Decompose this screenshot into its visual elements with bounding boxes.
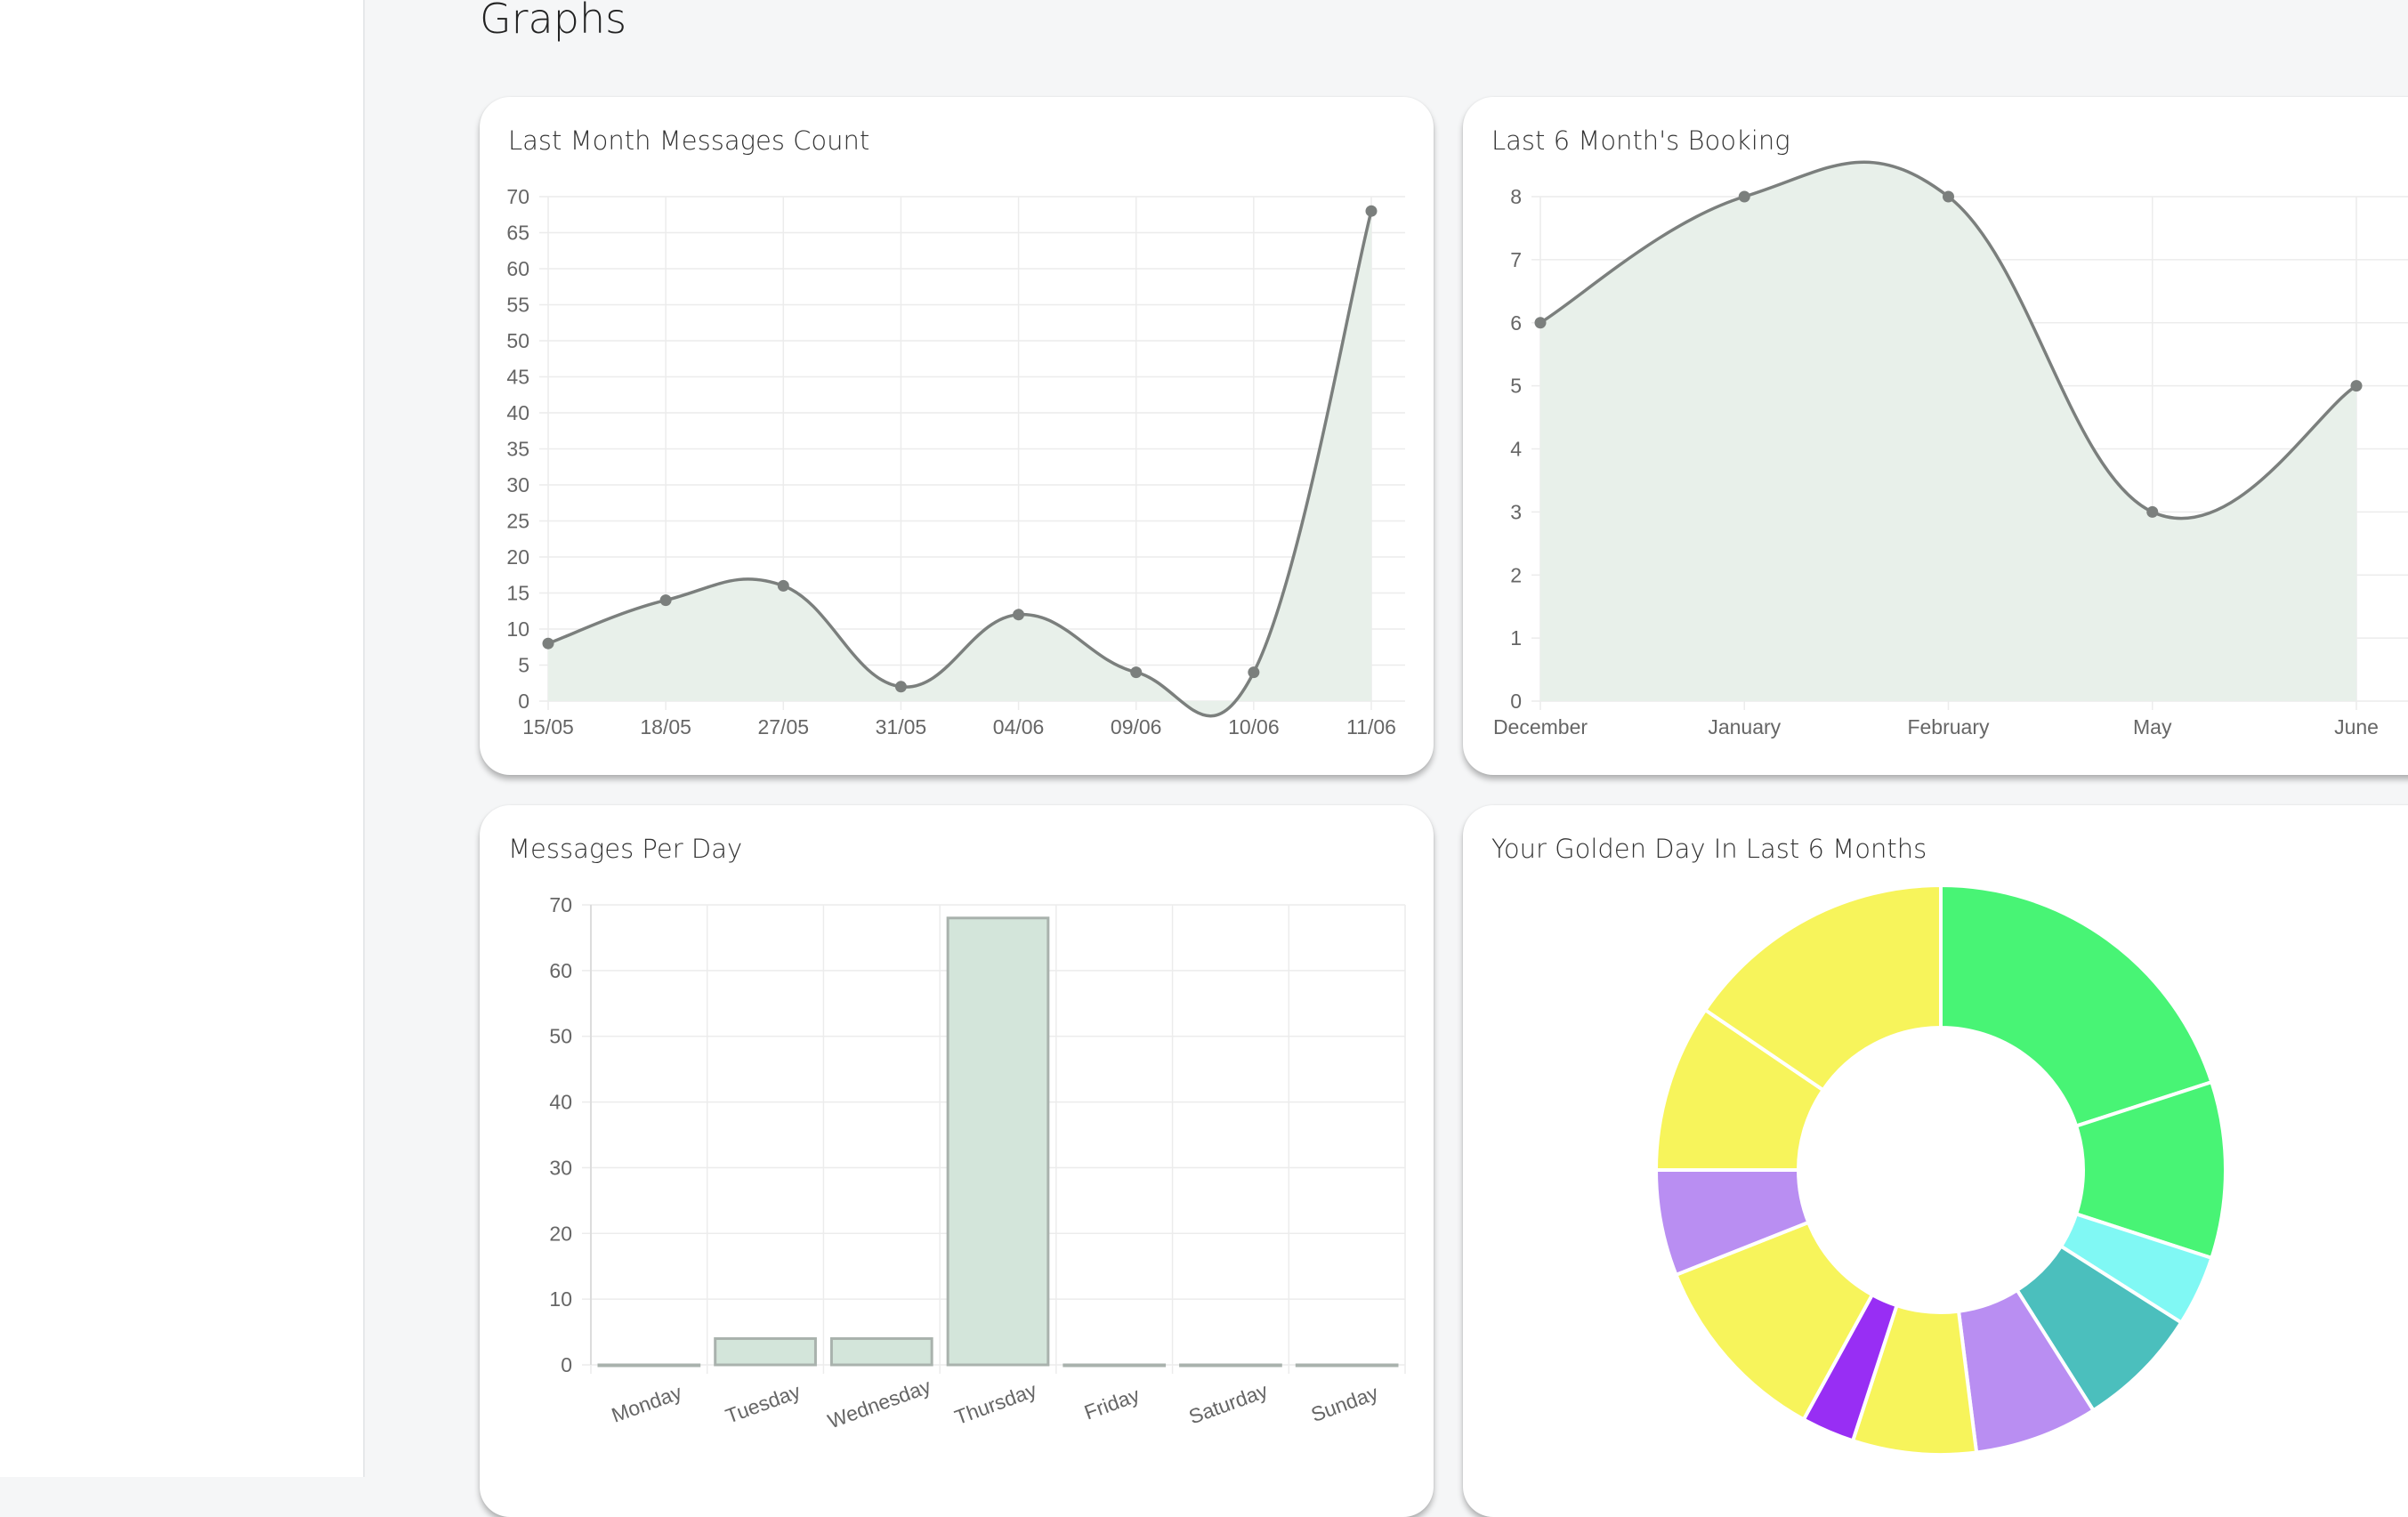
bar [597,1363,701,1368]
x-tick-label: Wednesday [825,1374,934,1432]
y-tick-label: 30 [549,1156,572,1179]
y-tick-label: 0 [561,1353,572,1376]
y-tick-label: 40 [549,1091,572,1114]
y-tick-label: 4 [1510,438,1522,461]
golden-day-title: Your Golden Day In Last 6 Months [1491,834,1927,864]
y-tick-label: 20 [549,1222,572,1245]
data-point [1013,609,1025,621]
y-tick-label: 15 [506,582,529,605]
area-fill [548,211,1371,716]
bar [1063,1363,1167,1368]
bar [829,1336,933,1367]
y-tick-label: 5 [518,654,529,677]
y-tick-label: 10 [549,1287,572,1311]
x-tick-label: 31/05 [876,715,927,738]
messages-count-card: Last Month Messages Count 0 5 10 15 20 25 30 35… [480,97,1434,775]
page-title: Graphs [480,0,627,43]
x-tick-label: Monday [609,1380,685,1427]
y-tick-label: 65 [506,222,529,245]
x-tick-label: 27/05 [758,715,810,738]
data-point [1738,190,1750,203]
y-tick-label: 45 [506,366,529,389]
y-tick-label: 60 [506,257,529,280]
data-point [1248,666,1260,679]
y-tick-label: 35 [506,438,529,461]
x-tick-label: Friday [1081,1383,1143,1424]
x-tick-label: Sunday [1308,1381,1382,1426]
messages-count-chart: 0 5 10 15 20 25 30 35 40 45 50 55 60 65 70 15/05 18/05 27… [506,185,1405,738]
golden-day-chart [1653,883,2227,1456]
y-tick-label: 5 [1510,375,1522,398]
bar [1179,1363,1282,1368]
y-tick-label: 8 [1510,185,1522,208]
messages-count-title: Last Month Messages Count [508,125,870,156]
y-tick-label: 60 [549,959,572,982]
area-fill [1540,162,2356,701]
series-line [1539,160,2357,520]
data-point [1365,205,1378,217]
x-tick-label: Saturday [1185,1378,1271,1428]
data-point [1943,190,1954,203]
bar [946,916,1050,1367]
y-tick-label: 40 [506,401,529,424]
y-tick-label: 55 [506,294,529,317]
y-tick-label: 25 [506,510,529,533]
y-tick-label: 10 [506,617,529,641]
x-tick-label: May [2133,715,2172,738]
data-point [542,637,554,650]
y-tick-label: 50 [549,1025,572,1048]
x-tick-label: 15/05 [522,715,574,738]
y-tick-label: 30 [506,473,529,496]
data-point [777,579,789,592]
data-point [1534,317,1547,329]
y-tick-label: 0 [518,690,529,713]
y-tick-label: 70 [506,185,529,208]
y-tick-label: 7 [1510,248,1522,271]
doughnut-slice [1702,883,1943,1093]
x-tick-label: June [2334,715,2379,738]
data-point [659,594,672,607]
bar [714,1336,817,1367]
data-point [1130,666,1143,679]
doughnut-slice [1939,883,2214,1129]
bar [1295,1363,1399,1368]
data-point [2146,505,2159,518]
messages-per-day-title: Messages Per Day [508,834,743,864]
x-tick-label: 04/06 [993,715,1045,738]
y-tick-label: 1 [1510,626,1522,650]
data-point [894,681,907,693]
x-tick-label: December [1493,715,1588,738]
y-tick-label: 2 [1510,563,1522,586]
x-tick-label: 11/06 [1346,715,1396,738]
y-tick-label: 50 [506,329,529,352]
y-tick-label: 70 [549,893,572,916]
golden-day-card: Your Golden Day In Last 6 Months [1463,805,2408,1517]
booking-card: Last 6 Month's Booking 0 1 2 3 4 5 6 7 8 December… [1463,97,2408,775]
sidebar [0,0,365,1477]
x-tick-label: 09/06 [1111,715,1162,738]
data-point [2350,380,2363,392]
x-tick-label: 10/06 [1228,715,1280,738]
messages-per-day-card: Messages Per Day 0 10 20 30 40 50 60 70 Monday Tu… [480,805,1434,1517]
x-tick-label: January [1708,715,1781,738]
x-tick-label: February [1907,715,1990,738]
y-tick-label: 6 [1510,311,1522,335]
x-tick-label: Thursday [951,1378,1039,1429]
x-tick-label: Tuesday [723,1379,804,1427]
booking-chart: 0 1 2 3 4 5 6 7 8 December January February May June [1493,160,2408,738]
booking-title: Last 6 Month's Booking [1491,125,1790,156]
y-tick-label: 0 [1510,690,1522,713]
x-tick-label: 18/05 [640,715,691,738]
y-tick-label: 20 [506,545,529,569]
messages-per-day-chart: 0 10 20 30 40 50 60 70 Monday Tuesday Wednesday Thu… [549,893,1406,1432]
y-tick-label: 3 [1510,500,1522,523]
